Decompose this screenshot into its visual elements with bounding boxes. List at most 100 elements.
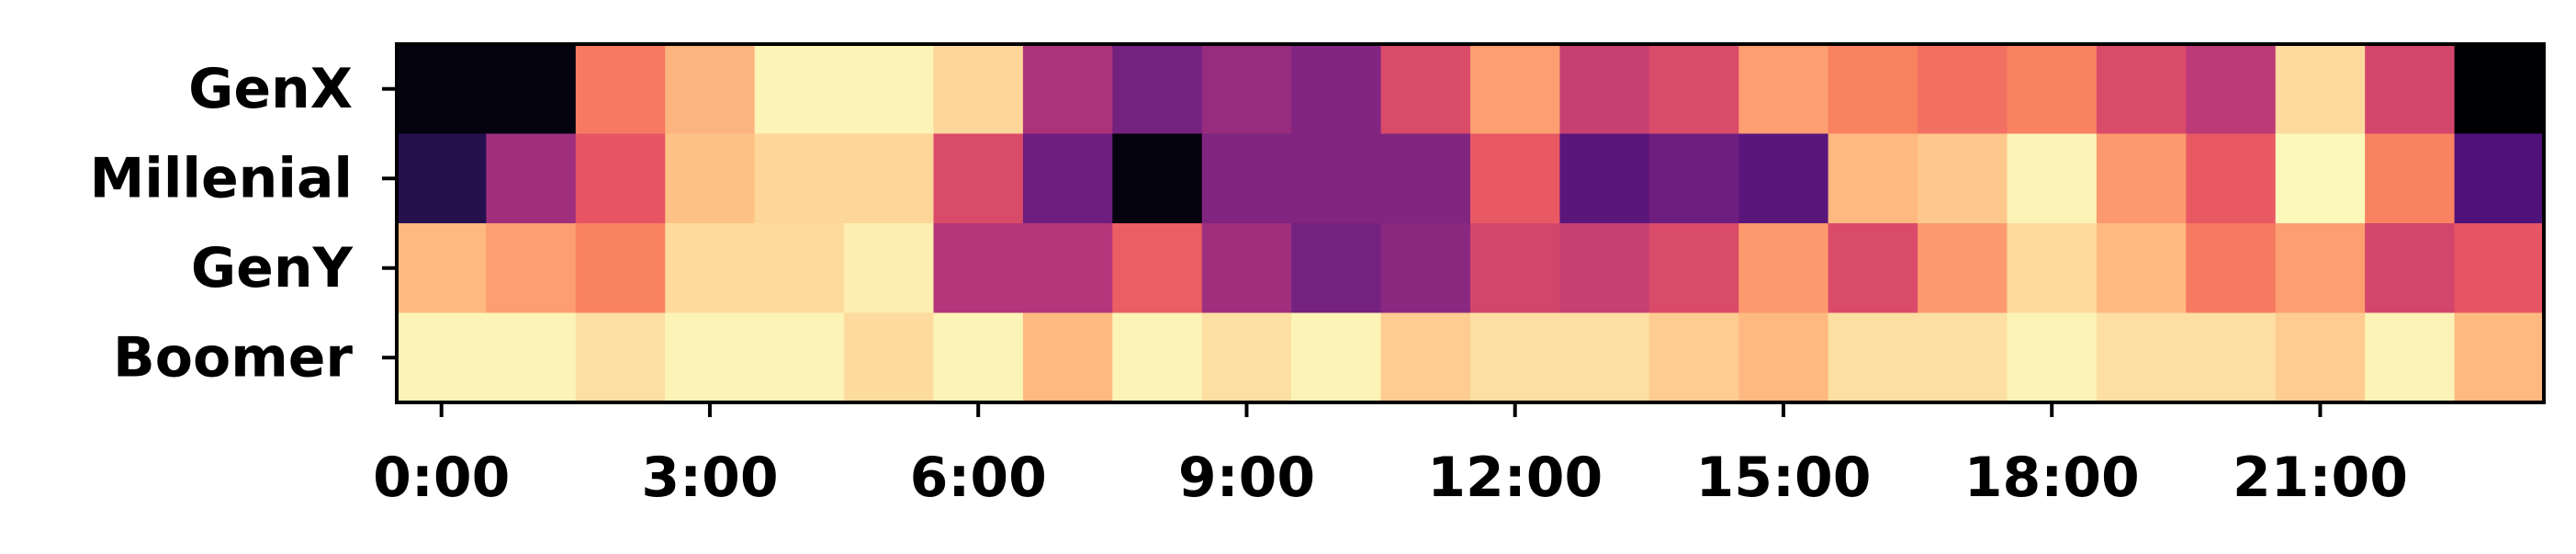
heatmap-cell (2365, 312, 2456, 403)
heatmap-cell (844, 133, 935, 224)
heatmap-cell (1648, 312, 1739, 403)
heatmap-cell (1648, 223, 1739, 314)
heatmap-cell (575, 133, 666, 224)
heatmap-cell (1291, 312, 1382, 403)
heatmap-cell (1022, 223, 1113, 314)
heatmap-cell (2186, 223, 2277, 314)
heatmap-cell (397, 312, 488, 403)
heatmap-cell (1918, 312, 2008, 403)
heatmap-cell (2186, 312, 2277, 403)
heatmap-cell (486, 133, 577, 224)
heatmap-cell (1470, 223, 1561, 314)
heatmap-cell (2275, 312, 2366, 403)
x-tick-label: 15:00 (1695, 446, 1871, 510)
heatmap-cell (1738, 44, 1829, 135)
heatmap-cell (2096, 312, 2187, 403)
heatmap-cell (2186, 44, 2277, 135)
heatmap-cell (933, 312, 1024, 403)
heatmap-cell (844, 312, 935, 403)
heatmap-cell (1022, 312, 1113, 403)
heatmap-cell (2365, 133, 2456, 224)
x-axis: 0:00 3:00 6:00 9:00 12:00 15:00 18:00 21:00 (373, 402, 2408, 510)
heatmap-cell (2454, 44, 2545, 135)
heatmap-cell (1022, 44, 1113, 135)
heatmap-cell (1470, 312, 1561, 403)
heatmap-cell (575, 312, 666, 403)
y-tick-label: Boomer (113, 325, 353, 390)
heatmap-cell (754, 44, 845, 135)
heatmap-cell (575, 223, 666, 314)
heatmap-cell (2096, 223, 2187, 314)
heatmap-cell (2454, 133, 2545, 224)
heatmap-cell (1291, 44, 1382, 135)
heatmap-cell (1828, 44, 1918, 135)
heatmap-cell (1559, 312, 1650, 403)
x-tick-label: 0:00 (373, 446, 510, 510)
y-axis: GenX Millenial GenY Boomer (90, 57, 397, 390)
heatmap-cell (1828, 133, 1918, 224)
heatmap-cell (1201, 223, 1292, 314)
heatmap-cell (2454, 223, 2545, 314)
heatmap-cell (1918, 133, 2008, 224)
heatmap-cell (1738, 133, 1829, 224)
heatmap-cell (1738, 223, 1829, 314)
x-tick-label: 3:00 (641, 446, 778, 510)
y-tick-label: Millenial (90, 146, 353, 210)
y-tick-label: GenY (191, 236, 354, 300)
heatmap-cell (754, 312, 845, 403)
x-tick-label: 9:00 (1178, 446, 1315, 510)
heatmap-cell (665, 133, 756, 224)
heatmap-cell (2275, 133, 2366, 224)
heatmap-cell (2096, 44, 2187, 135)
x-tick-label: 6:00 (910, 446, 1047, 510)
heatmap-cell (2096, 133, 2187, 224)
heatmap-cell (2186, 133, 2277, 224)
heatmap-cell (1380, 44, 1471, 135)
heatmap-cell (1022, 133, 1113, 224)
heatmap-cell (1291, 133, 1382, 224)
heatmap-cell (1201, 133, 1292, 224)
heatmap-cell (2365, 223, 2456, 314)
heatmap-cell (1201, 312, 1292, 403)
heatmap-cell (2365, 44, 2456, 135)
heatmap-cell (1112, 312, 1203, 403)
heatmap-cell (665, 223, 756, 314)
heatmap-cell (2007, 133, 2098, 224)
heatmap-cell (1380, 223, 1471, 314)
heatmap-cell (2275, 44, 2366, 135)
heatmap-cell (1738, 312, 1829, 403)
heatmap-cell (1648, 44, 1739, 135)
heatmap-cell (933, 223, 1024, 314)
heatmap-cell (1918, 44, 2008, 135)
plot-frame (395, 42, 2546, 404)
heatmap-cells (397, 44, 2545, 403)
heatmap-cell (1828, 223, 1918, 314)
heatmap-cell (844, 223, 935, 314)
heatmap-cell (754, 223, 845, 314)
heatmap-cell (1380, 133, 1471, 224)
heatmap-cell (486, 44, 577, 135)
heatmap-cell (2007, 223, 2098, 314)
heatmap-cell (1112, 133, 1203, 224)
heatmap-cell (665, 312, 756, 403)
y-tick-label: GenX (188, 57, 353, 121)
heatmap-cell (2454, 312, 2545, 403)
heatmap-cell (1559, 44, 1650, 135)
heatmap-cell (1559, 223, 1650, 314)
heatmap-cell (397, 223, 488, 314)
heatmap-cell (486, 223, 577, 314)
heatmap-cell (1648, 133, 1739, 224)
heatmap-cell (1291, 223, 1382, 314)
heatmap-cell (575, 44, 666, 135)
heatmap-cell (1112, 223, 1203, 314)
heatmap-cell (1380, 312, 1471, 403)
heatmap-cell (397, 133, 488, 224)
heatmap-cell (844, 44, 935, 135)
heatmap-cell (397, 44, 488, 135)
heatmap-cell (933, 133, 1024, 224)
heatmap-cell (2007, 44, 2098, 135)
heatmap-cell (1559, 133, 1650, 224)
heatmap-cell (1201, 44, 1292, 135)
heatmap-cell (665, 44, 756, 135)
